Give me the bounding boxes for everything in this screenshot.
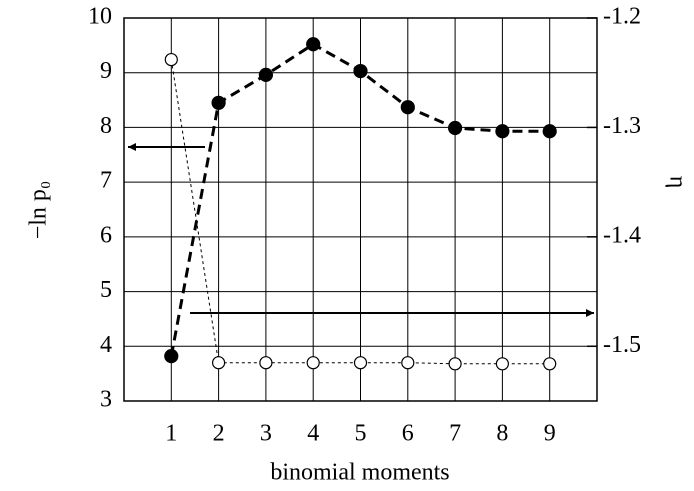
- data-point: [448, 120, 463, 136]
- x-tick-label: 1: [165, 421, 177, 447]
- x-tick-label: 7: [449, 421, 461, 447]
- data-point: [495, 124, 510, 139]
- x-tick-label: 4: [307, 421, 319, 447]
- x-tick-label: 3: [260, 421, 272, 447]
- y2-tick-label: -1.5: [603, 332, 641, 358]
- data-point: [164, 52, 178, 67]
- data-point: [495, 357, 509, 371]
- x-tick-label: 6: [402, 421, 414, 447]
- y-tick-label: 7: [100, 168, 112, 194]
- x-tick-label: 2: [213, 421, 225, 447]
- y-tick-label: 9: [100, 58, 112, 84]
- y2-axis-label: η: [664, 176, 690, 189]
- x-tick-label: 5: [355, 421, 367, 447]
- data-point: [353, 63, 368, 79]
- plot-frame: [123, 17, 598, 402]
- y-tick-label: 8: [100, 113, 112, 139]
- y-axis-label: −ln p₀: [26, 181, 52, 240]
- data-point: [211, 95, 226, 110]
- y-tick-label: 6: [100, 222, 112, 248]
- x-axis-label: binomial moments: [270, 460, 449, 486]
- data-point: [543, 357, 557, 371]
- data-point: [258, 67, 273, 83]
- y2-tick-label: -1.4: [603, 222, 641, 248]
- x-tick-label: 8: [496, 421, 508, 447]
- data-point: [353, 356, 368, 370]
- data-point: [212, 356, 226, 370]
- y-tick-label: 4: [100, 332, 112, 358]
- data-point: [306, 356, 320, 370]
- y2-tick-label: -1.3: [603, 113, 641, 139]
- data-point: [164, 349, 179, 364]
- data-point: [400, 100, 415, 115]
- y2-tick-label: -1.2: [603, 4, 641, 30]
- y-tick-label: 3: [100, 387, 112, 413]
- data-point: [306, 37, 321, 52]
- data-point: [542, 124, 557, 139]
- data-point: [259, 356, 273, 370]
- y-tick-label: 5: [100, 277, 112, 303]
- y-tick-label: 10: [88, 4, 112, 30]
- x-tick-label: 9: [544, 421, 556, 447]
- data-point: [448, 357, 462, 371]
- data-point: [401, 356, 415, 370]
